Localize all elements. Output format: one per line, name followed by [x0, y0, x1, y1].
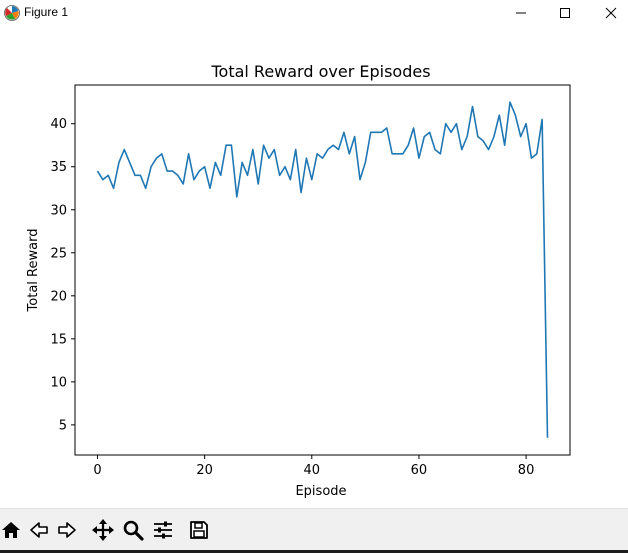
home-button[interactable] [0, 517, 24, 543]
x-axis-label: Episode [295, 484, 346, 499]
x-tick-label: 40 [304, 463, 321, 478]
zoom-icon [123, 520, 144, 541]
navigation-toolbar [0, 508, 628, 551]
plot-area [74, 84, 571, 456]
title-bar: Figure 1 [0, 0, 628, 26]
back-arrow-icon [30, 522, 48, 538]
save-icon [190, 521, 208, 539]
y-tick-label: 40 [50, 117, 67, 132]
y-axis-label: Total Reward [26, 229, 41, 313]
close-icon [605, 7, 617, 19]
save-button[interactable] [186, 517, 212, 543]
pan-button[interactable] [90, 517, 116, 543]
forward-arrow-icon [58, 522, 76, 538]
x-tick-label: 80 [518, 463, 535, 478]
x-tick-label: 0 [93, 463, 101, 478]
y-tick-label: 10 [50, 375, 67, 390]
series-line [96, 101, 549, 438]
home-icon [2, 522, 20, 538]
y-tick-label: 25 [50, 246, 67, 261]
back-button[interactable] [26, 517, 52, 543]
minimize-button[interactable] [498, 0, 544, 26]
matplotlib-logo-icon [4, 5, 20, 21]
y-tick-label: 35 [50, 160, 67, 175]
chart-title: Total Reward over Episodes [210, 62, 430, 81]
y-tick-label: 15 [50, 332, 67, 347]
pan-icon [92, 519, 114, 541]
zoom-button[interactable] [120, 517, 146, 543]
close-button[interactable] [588, 0, 628, 26]
maximize-icon [560, 8, 570, 18]
taskbar-edge [0, 550, 628, 553]
configure-subplots-icon [154, 521, 172, 539]
x-tick-label: 20 [196, 463, 213, 478]
window-title: Figure 1 [24, 5, 69, 19]
y-tick-label: 30 [50, 203, 67, 218]
chart: Total Reward over Episodes 0 20 40 60 80 5 10… [26, 62, 571, 499]
y-tick-label: 5 [59, 418, 67, 433]
maximize-button[interactable] [542, 0, 588, 26]
configure-subplots-button[interactable] [150, 517, 176, 543]
x-tick-label: 60 [411, 463, 428, 478]
y-tick-label: 20 [50, 289, 67, 304]
forward-button[interactable] [54, 517, 80, 543]
minimize-icon [516, 12, 526, 14]
figure-canvas[interactable]: Total Reward over Episodes 0 20 40 60 80 5 10… [0, 26, 628, 508]
